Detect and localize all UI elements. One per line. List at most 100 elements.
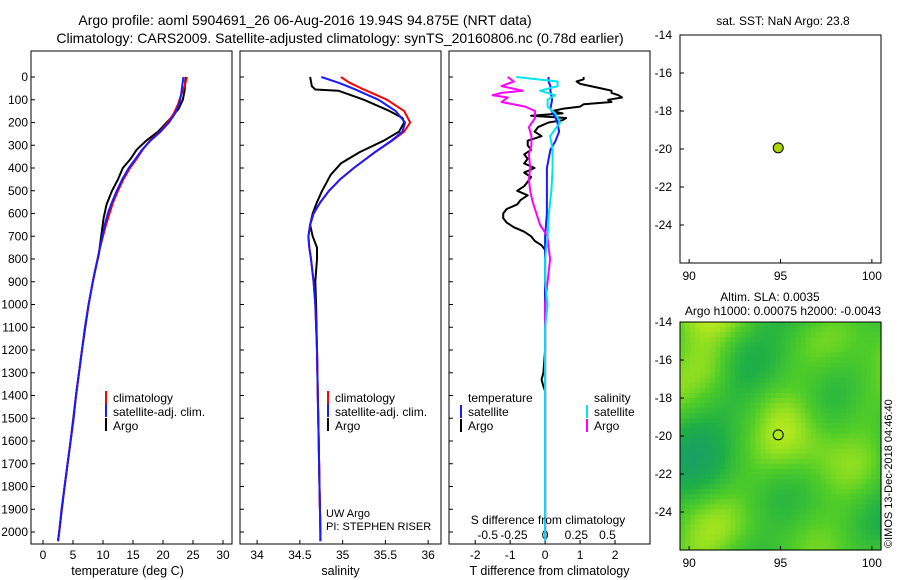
heatmap-cell	[845, 514, 852, 521]
heatmap-cell	[840, 524, 847, 531]
heatmap-cell	[845, 357, 852, 364]
heatmap-cell	[830, 367, 837, 374]
heatmap-cell	[770, 428, 777, 435]
heatmap-cell	[865, 372, 872, 379]
heatmap-cell	[720, 479, 726, 485]
heatmap-cell	[815, 342, 822, 348]
heatmap-cell	[815, 494, 822, 500]
heatmap-cell	[780, 524, 787, 531]
heatmap-cell	[830, 418, 837, 424]
heatmap-cell	[705, 362, 711, 369]
heatmap-cell	[860, 448, 867, 455]
lat-tick-label: -14	[655, 315, 673, 329]
heatmap-cell	[805, 352, 812, 359]
sla-heatmap	[680, 322, 882, 551]
heatmap-cell	[775, 453, 782, 460]
heatmap-cell	[735, 514, 741, 521]
heatmap-cell	[765, 403, 772, 409]
heatmap-cell	[705, 534, 711, 541]
heatmap-cell	[760, 387, 767, 394]
heatmap-cell	[815, 332, 822, 338]
heatmap-cell	[785, 382, 792, 389]
heatmap-cell	[800, 337, 807, 343]
heatmap-cell	[840, 458, 847, 465]
heatmap-cell	[810, 524, 817, 531]
heatmap-cell	[870, 428, 877, 435]
depth-tick-label: 1700	[1, 457, 28, 471]
heatmap-cell	[685, 322, 691, 328]
heatmap-cell	[810, 327, 817, 333]
heatmap-cell	[715, 413, 721, 419]
heatmap-cell	[830, 347, 837, 353]
heatmap-cell	[840, 382, 847, 389]
heatmap-cell	[830, 327, 837, 333]
heatmap-cell	[800, 423, 807, 429]
heatmap-cell	[760, 438, 767, 445]
heatmap-cell	[695, 524, 701, 531]
heatmap-cell	[785, 514, 792, 521]
heatmap-cell	[870, 544, 877, 551]
heatmap-cell	[685, 494, 691, 500]
heatmap-cell	[845, 327, 852, 333]
heatmap-cell	[765, 509, 772, 516]
heatmap-cell	[720, 408, 726, 414]
heatmap-cell	[700, 433, 706, 440]
heatmap-cell	[810, 322, 817, 328]
heatmap-cell	[875, 423, 882, 429]
heatmap-cell	[870, 332, 877, 338]
heatmap-cell	[690, 529, 696, 536]
heatmap-cell	[715, 509, 721, 516]
heatmap-cell	[800, 382, 807, 389]
heatmap-cell	[690, 418, 696, 424]
heatmap-cell	[740, 519, 746, 526]
heatmap-cell	[730, 514, 736, 521]
heatmap-cell	[725, 479, 731, 485]
difference-axes	[448, 50, 651, 545]
heatmap-cell	[845, 398, 852, 404]
heatmap-cell	[820, 514, 827, 521]
heatmap-cell	[830, 534, 837, 541]
heatmap-cell	[745, 337, 751, 343]
heatmap-cell	[770, 387, 777, 394]
heatmap-cell	[690, 489, 696, 495]
heatmap-cell	[680, 418, 686, 424]
heatmap-cell	[820, 474, 827, 480]
heatmap-cell	[725, 529, 731, 536]
heatmap-cell	[770, 438, 777, 445]
heatmap-cell	[850, 347, 857, 353]
heatmap-cell	[790, 387, 797, 394]
heatmap-cell	[780, 332, 787, 338]
heatmap-cell	[770, 357, 777, 364]
heatmap-cell	[700, 418, 706, 424]
heatmap-cell	[710, 428, 716, 435]
heatmap-cell	[725, 382, 731, 389]
heatmap-cell	[700, 342, 706, 348]
heatmap-cell	[760, 372, 767, 379]
heatmap-cell	[810, 352, 817, 359]
heatmap-cell	[755, 382, 762, 389]
heatmap-cell	[870, 413, 877, 419]
heatmap-cell	[795, 332, 802, 338]
heatmap-cell	[700, 499, 706, 505]
heatmap-cell	[810, 332, 817, 338]
heatmap-cell	[830, 362, 837, 369]
heatmap-cell	[825, 539, 832, 546]
heatmap-cell	[710, 382, 716, 389]
heatmap-cell	[705, 408, 711, 414]
heatmap-cell	[830, 372, 837, 379]
heatmap-cell	[870, 392, 877, 399]
heatmap-cell	[850, 494, 857, 500]
heatmap-cell	[865, 367, 872, 374]
heatmap-cell	[680, 519, 686, 526]
heatmap-cell	[855, 403, 862, 409]
heatmap-cell	[690, 438, 696, 445]
heatmap-cell	[720, 539, 726, 546]
heatmap-cell	[830, 453, 837, 460]
heatmap-cell	[835, 433, 842, 440]
heatmap-cell	[685, 352, 691, 359]
heatmap-cell	[840, 377, 847, 384]
heatmap-cell	[755, 458, 762, 465]
heatmap-cell	[830, 413, 837, 419]
heatmap-cell	[765, 474, 772, 480]
heatmap-cell	[740, 403, 746, 409]
